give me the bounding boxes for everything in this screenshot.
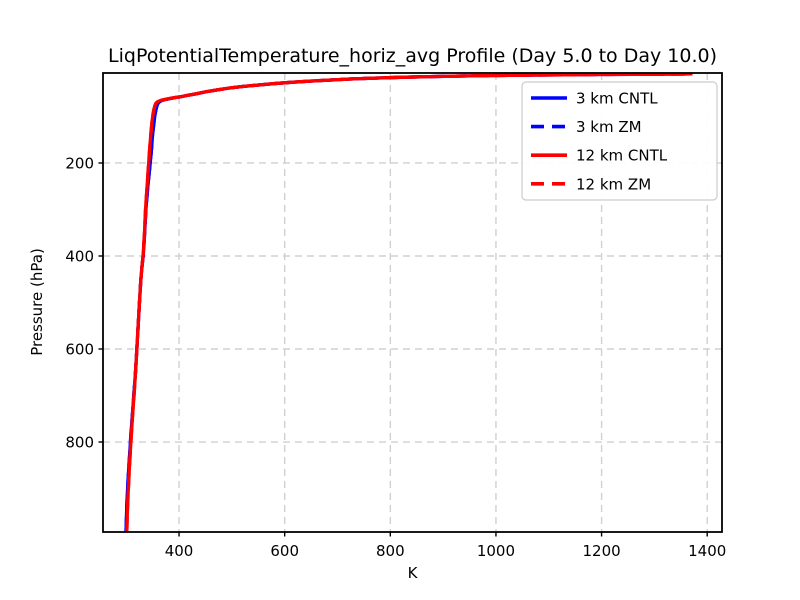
legend-box [521,81,718,201]
legend-label: 12 km ZM [576,175,651,193]
axes-spines [102,72,723,533]
legend-label: 12 km CNTL [576,147,668,165]
x-tick-label: 400 [165,542,194,560]
x-axis-label: K [407,564,418,582]
y-tick-label: 400 [65,247,94,265]
x-tick-label: 1400 [688,542,726,560]
legend-label: 3 km ZM [576,118,642,136]
y-axis-label: Pressure (hPa) [28,248,46,356]
x-tick-label: 1200 [582,542,620,560]
y-tick-label: 800 [65,434,94,452]
series-12-km-zm [125,73,693,532]
y-tick-label: 600 [65,341,94,359]
x-tick-label: 600 [270,542,299,560]
x-tick-label: 1000 [477,542,515,560]
y-tick-label: 200 [65,154,94,172]
legend-label: 3 km CNTL [576,90,658,108]
x-tick-label: 800 [376,542,405,560]
chart-title: LiqPotentialTemperature_horiz_avg Profil… [108,45,717,67]
